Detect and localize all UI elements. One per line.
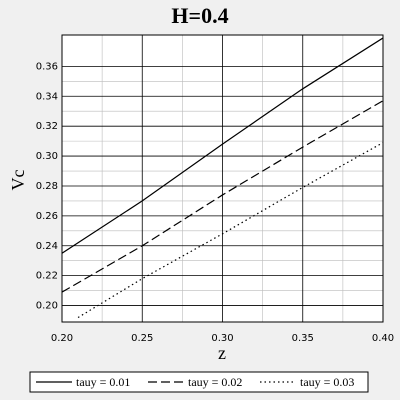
y-tick-label: 0.30 [36,151,58,162]
y-axis-label: Vc [8,170,28,191]
line [62,37,383,254]
legend-box [29,371,369,393]
plot-frame [61,34,384,323]
y-tick-label: 0.22 [36,271,58,282]
legend-label: tauy = 0.01 [76,375,130,389]
line [62,100,383,293]
x-tick-label: 0.20 [51,333,73,344]
x-tick-label: 0.25 [131,333,153,344]
y-tick-label: 0.20 [36,301,58,312]
y-tick-label: 0.26 [36,211,58,222]
line [77,142,383,319]
y-tick-label: 0.32 [36,121,58,132]
y-tick-label: 0.28 [36,181,58,192]
chart-title: H=0.4 [171,3,228,28]
y-tick-label: 0.36 [36,61,58,72]
lines [62,37,383,319]
legend-label: tauy = 0.03 [300,375,354,389]
x-tick-label: 0.35 [292,333,314,344]
x-axis-label: z [218,343,226,363]
y-tick-label: 0.34 [36,91,58,102]
x-tick-label: 0.30 [211,333,233,344]
y-tick-label: 0.24 [36,241,58,252]
x-tick-label: 0.40 [372,333,394,344]
legend-label: tauy = 0.02 [188,375,242,389]
